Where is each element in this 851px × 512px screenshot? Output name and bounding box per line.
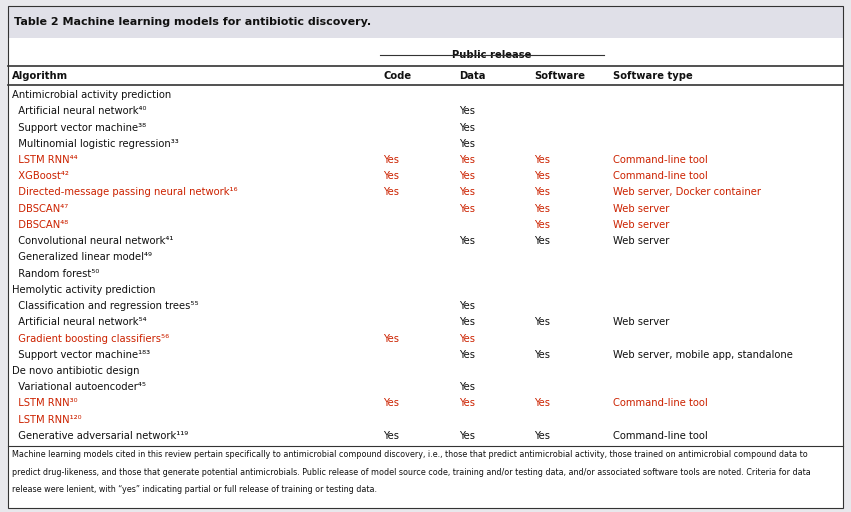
- Text: Command-line tool: Command-line tool: [614, 398, 708, 409]
- Text: Yes: Yes: [459, 317, 475, 327]
- Text: Antimicrobial activity prediction: Antimicrobial activity prediction: [12, 90, 171, 100]
- Text: predict drug-likeness, and those that generate potential antimicrobials. Public : predict drug-likeness, and those that ge…: [12, 468, 811, 477]
- Text: Code: Code: [384, 71, 412, 81]
- Text: Software: Software: [534, 71, 585, 81]
- Bar: [8, 446, 843, 508]
- Text: Yes: Yes: [459, 122, 475, 133]
- Text: Yes: Yes: [459, 187, 475, 198]
- Text: release were lenient, with “yes” indicating partial or full release of training : release were lenient, with “yes” indicat…: [12, 485, 377, 495]
- Text: Yes: Yes: [534, 187, 550, 198]
- Text: Yes: Yes: [459, 171, 475, 181]
- Text: Yes: Yes: [534, 350, 550, 360]
- Text: Yes: Yes: [534, 204, 550, 214]
- Text: Variational autoencoder⁴⁵: Variational autoencoder⁴⁵: [12, 382, 146, 392]
- Text: Web server, mobile app, standalone: Web server, mobile app, standalone: [614, 350, 793, 360]
- Text: Web server: Web server: [614, 204, 670, 214]
- Text: Yes: Yes: [384, 398, 400, 409]
- Text: Yes: Yes: [534, 317, 550, 327]
- Text: Table 2 Machine learning models for antibiotic discovery.: Table 2 Machine learning models for anti…: [14, 17, 371, 27]
- Text: Yes: Yes: [459, 204, 475, 214]
- Text: Hemolytic activity prediction: Hemolytic activity prediction: [12, 285, 156, 295]
- Text: Machine learning models cited in this review pertain specifically to antimicrobi: Machine learning models cited in this re…: [12, 450, 808, 459]
- Bar: [8, 38, 843, 446]
- Text: LSTM RNN¹²⁰: LSTM RNN¹²⁰: [12, 415, 82, 424]
- Text: DBSCAN⁴⁸: DBSCAN⁴⁸: [12, 220, 68, 230]
- Text: LSTM RNN⁴⁴: LSTM RNN⁴⁴: [12, 155, 77, 165]
- Text: Yes: Yes: [534, 236, 550, 246]
- Text: Convolutional neural network⁴¹: Convolutional neural network⁴¹: [12, 236, 174, 246]
- Text: Command-line tool: Command-line tool: [614, 431, 708, 441]
- Text: Yes: Yes: [459, 431, 475, 441]
- Text: Yes: Yes: [534, 155, 550, 165]
- Text: De novo antibiotic design: De novo antibiotic design: [12, 366, 140, 376]
- Text: Yes: Yes: [384, 333, 400, 344]
- Text: Yes: Yes: [384, 431, 400, 441]
- Text: Yes: Yes: [459, 236, 475, 246]
- Text: Yes: Yes: [534, 220, 550, 230]
- Text: Web server: Web server: [614, 236, 670, 246]
- Text: Yes: Yes: [384, 155, 400, 165]
- Text: Command-line tool: Command-line tool: [614, 171, 708, 181]
- Text: Web server: Web server: [614, 220, 670, 230]
- Text: DBSCAN⁴⁷: DBSCAN⁴⁷: [12, 204, 68, 214]
- Text: Yes: Yes: [459, 301, 475, 311]
- Text: Yes: Yes: [459, 350, 475, 360]
- Text: Random forest⁵⁰: Random forest⁵⁰: [12, 269, 100, 279]
- Text: Gradient boosting classifiers⁵⁶: Gradient boosting classifiers⁵⁶: [12, 333, 169, 344]
- Text: Web server: Web server: [614, 317, 670, 327]
- Text: Generalized linear model⁴⁹: Generalized linear model⁴⁹: [12, 252, 152, 262]
- Text: Generative adversarial network¹¹⁹: Generative adversarial network¹¹⁹: [12, 431, 188, 441]
- Text: Yes: Yes: [459, 139, 475, 149]
- Text: Data: Data: [459, 71, 485, 81]
- Text: Yes: Yes: [459, 382, 475, 392]
- Text: Yes: Yes: [534, 398, 550, 409]
- Text: Command-line tool: Command-line tool: [614, 155, 708, 165]
- Text: Support vector machine³⁸: Support vector machine³⁸: [12, 122, 146, 133]
- Text: LSTM RNN³⁰: LSTM RNN³⁰: [12, 398, 77, 409]
- Text: Yes: Yes: [459, 106, 475, 116]
- Text: Algorithm: Algorithm: [12, 71, 68, 81]
- Text: Support vector machine¹⁸³: Support vector machine¹⁸³: [12, 350, 150, 360]
- Bar: [8, 6, 843, 38]
- Text: Web server, Docker container: Web server, Docker container: [614, 187, 761, 198]
- Text: Yes: Yes: [384, 187, 400, 198]
- Text: Yes: Yes: [534, 431, 550, 441]
- Text: Yes: Yes: [534, 171, 550, 181]
- Text: Artificial neural network⁴⁰: Artificial neural network⁴⁰: [12, 106, 146, 116]
- Text: XGBoost⁴²: XGBoost⁴²: [12, 171, 69, 181]
- Text: Artificial neural network⁵⁴: Artificial neural network⁵⁴: [12, 317, 146, 327]
- Text: Directed-message passing neural network¹⁶: Directed-message passing neural network¹…: [12, 187, 237, 198]
- Text: Yes: Yes: [459, 398, 475, 409]
- Text: Public release: Public release: [452, 50, 532, 60]
- Text: Yes: Yes: [459, 155, 475, 165]
- Text: Software type: Software type: [614, 71, 693, 81]
- Text: Classification and regression trees⁵⁵: Classification and regression trees⁵⁵: [12, 301, 198, 311]
- Text: Yes: Yes: [459, 333, 475, 344]
- Text: Multinomial logistic regression³³: Multinomial logistic regression³³: [12, 139, 179, 149]
- Text: Yes: Yes: [384, 171, 400, 181]
